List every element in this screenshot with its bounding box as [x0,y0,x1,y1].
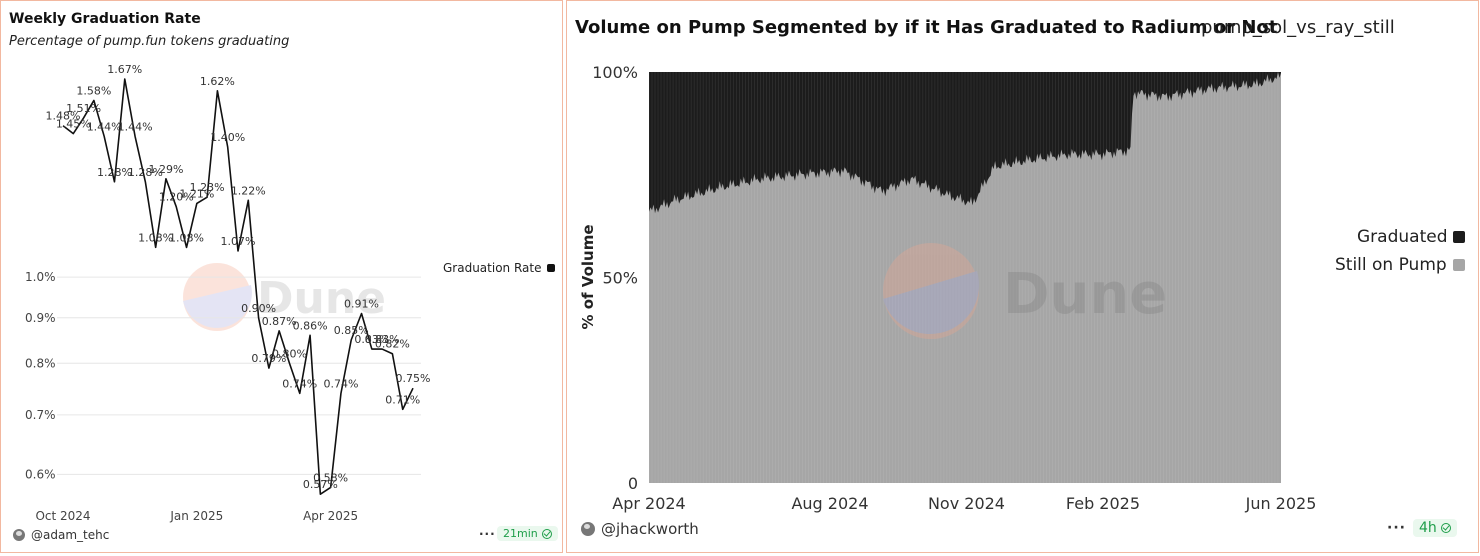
left-data-label: 1.62% [200,75,235,88]
left-data-label: 1.23% [190,181,225,194]
left-data-label: 0.80% [272,347,307,360]
left-data-label: 1.22% [231,184,266,197]
legend-label-still-on-pump: Still on Pump [1335,255,1447,275]
left-x-tick-label: Oct 2024 [35,509,90,523]
legend-swatch-still-on-pump [1452,259,1465,271]
left-data-label: 0.87% [262,315,297,328]
left-legend[interactable]: Graduation Rate [443,261,556,275]
dune-watermark-text: Dune [1003,262,1167,327]
right-x-tick-label: Jun 2025 [1245,494,1317,513]
left-more-button[interactable]: ··· [479,527,496,541]
legend-swatch-graduated [1453,231,1466,243]
left-data-label: 1.28% [128,166,163,179]
right-x-tick-label: Aug 2024 [791,494,868,513]
left-data-label: 1.29% [148,163,183,176]
check-circle-icon [541,528,552,539]
left-data-label: 0.75% [396,372,431,385]
right-chart-title: Volume on Pump Segmented by if it Has Gr… [575,17,1278,38]
left-data-label: 1.58% [76,84,111,97]
dune-watermark: Dune [883,243,1167,339]
left-data-label: 1.44% [87,120,122,133]
left-author[interactable]: @adam_tehc [13,528,109,542]
left-data-label: 1.08% [169,231,204,244]
left-data-label: 1.07% [221,235,256,248]
right-author-name: @jhackworth [601,520,699,538]
left-data-label: 0.90% [241,302,276,315]
left-x-tick-label: Jan 2025 [169,509,223,523]
left-data-label: 1.44% [118,120,153,133]
left-y-tick-label: 0.6% [25,467,56,481]
left-data-label: 0.74% [323,377,358,390]
right-x-tick-label: Nov 2024 [928,494,1005,513]
left-data-label: 1.51% [66,102,101,115]
left-data-label: 1.45% [56,118,91,131]
dune-watermark: Dune [183,263,386,331]
left-refresh-time: 21min [503,527,538,540]
left-y-tick-label: 0.7% [25,408,56,422]
left-data-label: 1.21% [179,187,214,200]
right-y-axis-label: % of Volume [579,224,597,329]
left-data-label: 1.48% [46,110,81,123]
legend-label-graduated: Graduated [1357,227,1448,247]
left-data-label: 0.58% [313,471,348,484]
dune-watermark-text: Dune [257,273,386,324]
right-x-tick-label: Apr 2024 [612,494,685,513]
left-data-label: 1.40% [210,131,245,144]
left-data-label: 0.83% [354,333,389,346]
pump-volume-stacked-chart: Dune 0 50% 100% Apr 2024 Aug 2024 Nov 2024 Fe… [579,63,1317,513]
left-data-label: 0.83% [365,333,400,346]
left-refresh-badge[interactable]: 21min [497,526,558,541]
right-refresh-badge[interactable]: 4h [1413,519,1457,537]
right-y-tick-label: 0 [628,474,638,493]
left-y-tick-label: 1.0% [25,270,56,284]
right-query-name[interactable]: pump_sol_vs_ray_still [1201,17,1395,38]
graduation-rate-line [62,78,414,495]
left-data-label: 1.67% [107,63,142,76]
legend-swatch-graduation-rate [547,264,556,272]
author-avatar-icon [581,522,595,536]
author-avatar-icon [13,529,25,541]
left-author-name: @adam_tehc [31,528,110,542]
left-data-label: 1.08% [138,231,173,244]
left-data-label: 1.20% [159,191,194,204]
left-data-label: 0.85% [334,324,369,337]
left-chart-title: Weekly Graduation Rate [9,11,201,27]
left-data-label: 0.91% [344,298,379,311]
left-y-tick-label: 0.9% [25,311,56,325]
left-data-label: 0.79% [251,352,286,365]
left-data-label: 0.86% [293,319,328,332]
right-x-tick-label: Feb 2025 [1066,494,1140,513]
graduation-rate-line-chart: Dune 0.6% 0.7% 0.8% 0.9% 1.0% Oct 2024 Jan 20… [25,63,431,523]
left-data-label: 0.74% [282,377,317,390]
legend-label-graduation-rate: Graduation Rate [443,261,542,275]
still-on-pump-area [649,72,1281,483]
right-y-tick-label: 100% [592,63,638,82]
right-y-tick-label: 50% [602,269,638,288]
right-chart-panel: Volume on Pump Segmented by if it Has Gr… [566,0,1479,553]
right-author[interactable]: @jhackworth [581,520,699,538]
left-chart-panel: Weekly Graduation Rate Percentage of pum… [0,0,563,553]
left-x-tick-label: Apr 2025 [303,509,358,523]
right-refresh-time: 4h [1419,520,1437,536]
left-y-tick-label: 0.8% [25,356,56,370]
legend-item-still-on-pump[interactable]: Still on Pump [1335,255,1465,275]
legend-item-graduated[interactable]: Graduated [1357,227,1466,247]
left-data-label: 0.71% [385,393,420,406]
left-data-label: 1.28% [97,166,132,179]
right-more-button[interactable]: ··· [1387,520,1406,536]
left-data-label: 0.57% [303,478,338,491]
check-circle-icon [1440,523,1451,533]
left-chart-subtitle: Percentage of pump.fun tokens graduating [9,34,290,49]
left-data-label: 0.82% [375,338,410,351]
